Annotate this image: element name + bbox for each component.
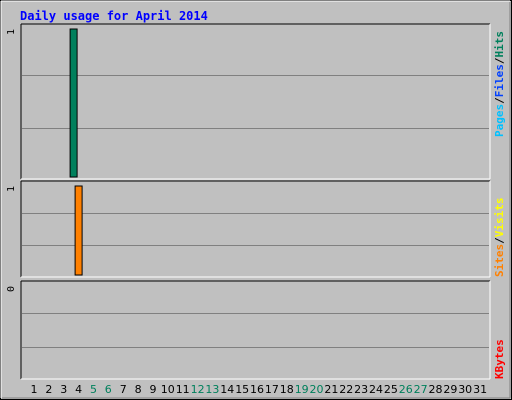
x-tick-label: 5 [90,383,97,396]
plot-panel-sites-visits [21,181,490,277]
legend-kbytes: KBytes [493,339,506,379]
x-axis-ticks: 1 2 3 4 5 6 7 8 9 10 11 12 13 14 15 16 17 18 19 20 21 22 23 24 2… [31,383,488,396]
x-tick-label: 22 [339,383,353,396]
legend-item: Hits [493,31,506,58]
y-tick-label: 0 [6,286,17,292]
x-tick-label: 13 [205,383,219,396]
chart-title: Daily usage for April 2014 [20,9,208,23]
x-tick-label: 21 [324,383,338,396]
x-tick-label: 31 [473,383,487,396]
x-tick-label: 12 [191,383,205,396]
x-tick-label: 17 [265,383,279,396]
y-axis-ticks: 1 1 0 [6,29,17,292]
x-tick-label: 25 [384,383,398,396]
x-tick-label: 28 [429,383,443,396]
legend-item: Visits [493,198,506,238]
x-tick-label: 9 [150,383,157,396]
legend-item: KBytes [493,339,506,379]
x-tick-label: 7 [120,383,127,396]
legend-item: / [493,237,506,244]
x-tick-label: 23 [354,383,368,396]
x-tick-label: 27 [414,383,428,396]
x-tick-label: 4 [75,383,82,396]
chart-bars [69,28,83,276]
legend-item: / [493,57,506,64]
x-tick-label: 26 [399,383,413,396]
plot-panel-kbytes [21,281,490,379]
x-tick-label: 19 [295,383,309,396]
plot-panel-hits-files-pages [21,24,490,179]
x-tick-label: 8 [135,383,142,396]
x-tick-label: 18 [280,383,294,396]
legend-item: / [493,97,506,104]
legend-item: Pages [493,104,506,137]
x-tick-label: 10 [161,383,175,396]
bar-sites-day-4 [74,185,83,276]
legend-item: Files [493,64,506,97]
y-tick-label: 1 [6,186,17,192]
x-tick-label: 16 [250,383,264,396]
x-tick-label: 24 [369,383,383,396]
bar-hits-day-4 [69,28,78,178]
x-tick-label: 15 [235,383,249,396]
x-tick-label: 3 [60,383,67,396]
x-tick-label: 29 [443,383,457,396]
x-tick-label: 20 [310,383,324,396]
x-tick-label: 30 [458,383,472,396]
chart-panels [20,23,491,380]
y-tick-label: 1 [6,29,17,35]
legend-hits-files-pages: Pages/Files/Hits [493,31,506,137]
x-tick-label: 2 [45,383,52,396]
x-tick-label: 14 [220,383,234,396]
x-tick-label: 1 [31,383,38,396]
legend-item: Sites [493,244,506,277]
x-tick-label: 6 [105,383,112,396]
x-tick-label: 11 [176,383,190,396]
legend-sites-visits: Sites/Visits [493,198,506,278]
